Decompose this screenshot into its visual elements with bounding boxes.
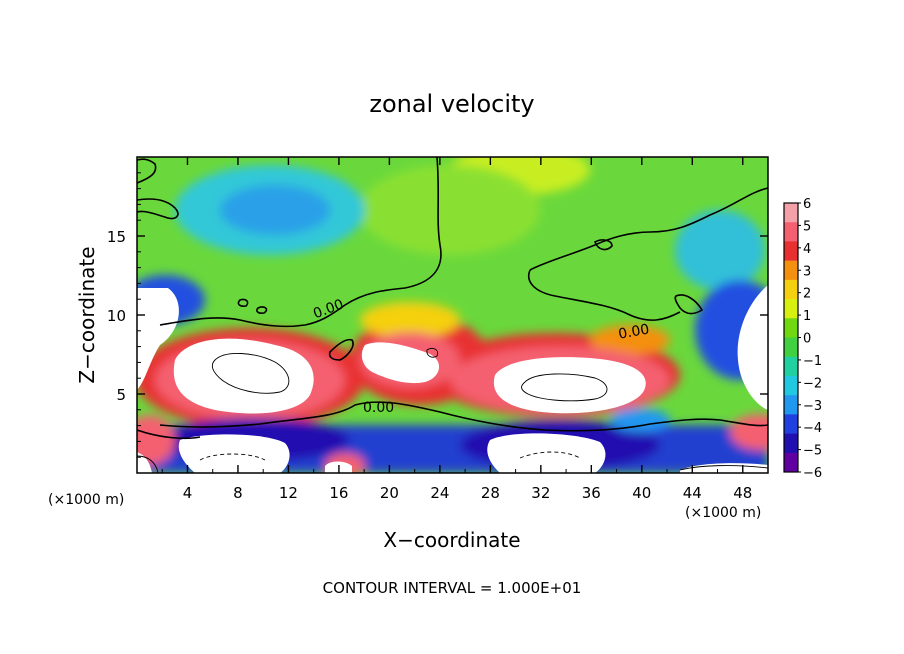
colorbar-tick-label: −2 — [803, 376, 822, 391]
zero-contour-lower — [159, 401, 768, 432]
zero-contour-upper — [159, 157, 442, 328]
x-tick-label: 44 — [683, 484, 702, 502]
x-scale-label-left: (×1000 m) — [48, 492, 124, 508]
saturated-regions — [137, 285, 768, 473]
x-tick-label: 20 — [380, 484, 399, 502]
x-tick-label: 4 — [183, 484, 193, 502]
x-tick-label: 36 — [582, 484, 601, 502]
x-tick-label: 12 — [279, 484, 298, 502]
colorbar-swatch — [784, 241, 798, 261]
inner-contour-dashed-2 — [519, 451, 581, 459]
x-tick-label: 48 — [733, 484, 752, 502]
x-axis: 4 8 12 16 20 24 28 32 36 40 44 48 — [161, 157, 752, 502]
y-tick-label: 10 — [107, 307, 126, 325]
colorbar-swatch — [784, 203, 798, 223]
inner-contours — [137, 347, 768, 473]
inner-contour-right-bottom — [679, 465, 768, 471]
colorbar-swatch — [784, 375, 798, 396]
colorbar: 6 5 4 3 2 1 0 −1 −2 −3 −4 −5 −6 — [783, 197, 822, 481]
colorbar-tick-label: 3 — [803, 264, 811, 279]
y-axis-label: Z−coordinate — [75, 246, 99, 383]
colorbar-tick-label: 2 — [803, 287, 811, 302]
colorbar-swatch — [784, 279, 798, 300]
inner-contour-small — [426, 347, 439, 358]
colorbar-tick-label: −4 — [803, 421, 822, 436]
colorbar-swatch — [784, 452, 798, 473]
x-axis-label: X−coordinate — [383, 528, 520, 552]
contour-label: 0.00 — [363, 400, 394, 416]
colorbar-tick-label: −6 — [803, 466, 822, 481]
x-scale-label-right: (×1000 m) — [685, 505, 761, 521]
colorbar-tick-label: 4 — [803, 242, 811, 257]
inner-contour-left-bottom — [137, 455, 159, 473]
zero-contour-bottom — [137, 429, 201, 440]
zero-contour-small-3 — [594, 239, 613, 251]
colorbar-tick-label: 1 — [803, 309, 811, 324]
zero-contour-left-mid — [137, 198, 179, 220]
colorbar-swatch — [784, 299, 798, 319]
x-tick-label: 32 — [531, 484, 550, 502]
colorbar-tick-label: −3 — [803, 399, 822, 414]
colorbar-swatch — [784, 260, 798, 281]
zero-contour-right — [529, 187, 768, 271]
footer-contour-interval: CONTOUR INTERVAL = 1.000E+01 — [323, 579, 582, 597]
colorbar-swatch — [784, 222, 798, 242]
colorbar-tick-label: −5 — [803, 444, 822, 459]
y-tick-label: 15 — [107, 228, 126, 246]
colorbar-tick-label: 0 — [803, 332, 811, 347]
colorbar-swatch — [784, 337, 798, 358]
colorbar-swatch — [784, 318, 798, 338]
x-tick-label: 24 — [430, 484, 449, 502]
chart-title: zonal velocity — [369, 90, 534, 118]
contour-label: 0.00 — [617, 322, 650, 343]
colorbar-swatch — [784, 395, 798, 415]
colorbar-swatch — [784, 356, 798, 377]
zero-contour-left-top — [137, 158, 157, 184]
colorbar-swatch — [784, 414, 798, 434]
plot-area: 0.00 0.00 0.00 — [137, 157, 768, 473]
x-tick-label: 28 — [481, 484, 500, 502]
contour-lines — [137, 157, 768, 440]
zero-contour-small-2 — [674, 294, 704, 315]
colorbar-tick-label: 5 — [803, 219, 811, 234]
x-tick-label: 8 — [233, 484, 243, 502]
inner-contour-right — [521, 373, 608, 402]
x-tick-label: 40 — [632, 484, 651, 502]
y-axis: 5 10 15 — [107, 172, 768, 458]
zero-contour-small-5 — [256, 306, 268, 314]
zero-contour-small-1 — [328, 338, 354, 361]
colorbar-swatch — [784, 433, 798, 454]
colorbar-tick-label: −1 — [803, 354, 822, 369]
y-tick-label: 5 — [116, 386, 126, 404]
zero-contour-small-4 — [237, 298, 249, 307]
x-tick-label: 16 — [329, 484, 348, 502]
zero-contour-right-lower — [528, 269, 681, 321]
colorbar-tick-label: 6 — [803, 197, 811, 212]
inner-contour-left — [211, 352, 290, 394]
